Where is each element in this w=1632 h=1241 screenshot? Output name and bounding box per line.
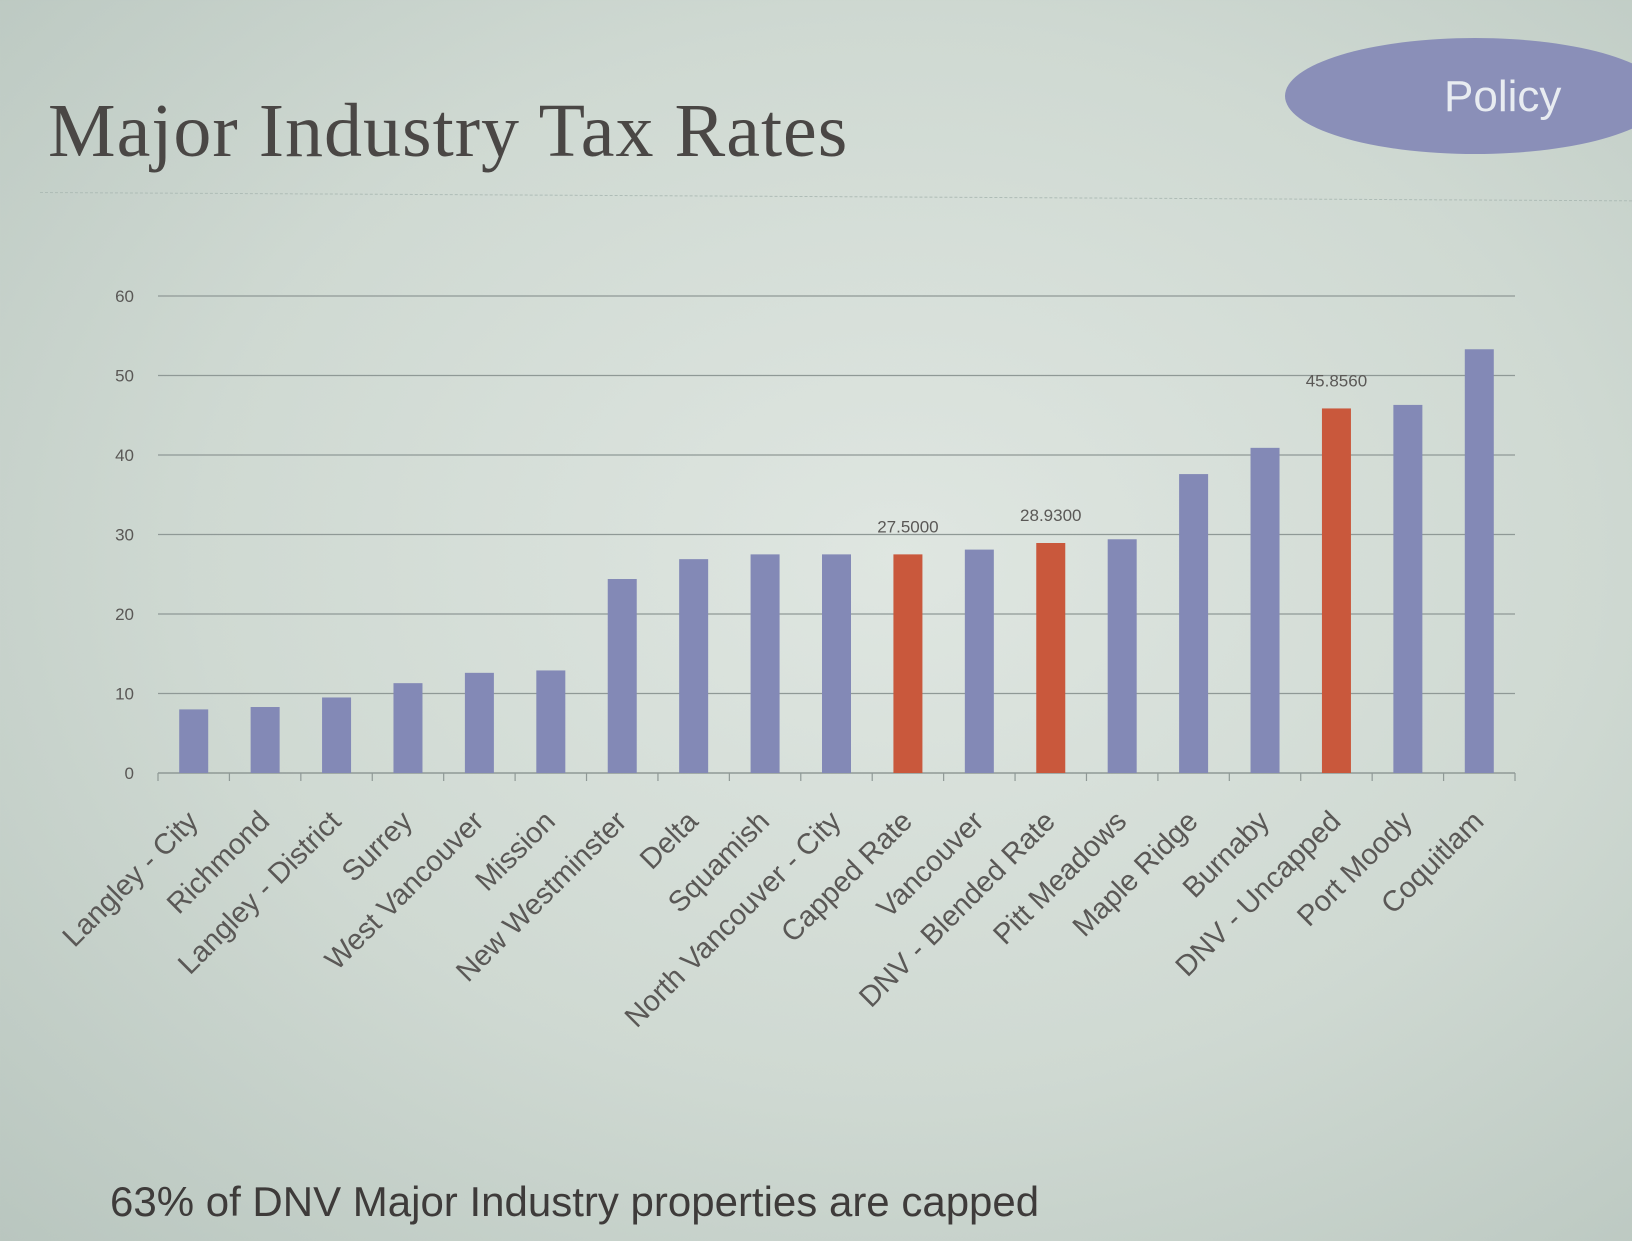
- y-tick-label: 30: [115, 526, 134, 545]
- data-labels: 27.5000 28.9300 45.8560: [877, 371, 1367, 536]
- policy-badge-label: Policy: [1444, 72, 1562, 121]
- data-label: 45.8560: [1306, 371, 1367, 390]
- y-tick-label: 40: [115, 446, 134, 465]
- bar-pitt-meadows: [1107, 539, 1137, 773]
- bar-richmond: [250, 707, 280, 773]
- bar-north-vancouver-city: [822, 554, 851, 773]
- bar-maple-ridge: [1179, 474, 1209, 773]
- bar-langley-district: [322, 697, 352, 773]
- policy-badge: [1285, 38, 1632, 154]
- y-tick-label: 60: [115, 287, 134, 306]
- y-tick-label: 10: [115, 685, 134, 704]
- bar-new-westminster: [607, 579, 637, 773]
- bar-coquitlam: [1464, 349, 1494, 773]
- bar-langley-city: [179, 709, 209, 773]
- bar-vancouver: [964, 549, 994, 773]
- y-tick-label: 50: [115, 367, 134, 386]
- bar-delta: [679, 559, 709, 773]
- bar-west-vancouver: [464, 672, 494, 773]
- bar-dnv-uncapped: [1321, 408, 1351, 773]
- y-tick-label: 0: [125, 764, 134, 783]
- bars: [179, 349, 1494, 773]
- bar-squamish: [750, 554, 780, 773]
- bar-mission: [536, 670, 566, 773]
- gridlines: [157, 295, 1516, 781]
- bar-port-moody: [1393, 404, 1423, 773]
- slide-caption: 63% of DNV Major Industry properties are…: [110, 1178, 1040, 1225]
- y-tick-label: 20: [115, 605, 134, 624]
- bar-surrey: [393, 683, 423, 773]
- bar-capped-rate: [893, 554, 923, 773]
- bar-burnaby: [1250, 447, 1280, 773]
- slide-title: Major Industry Tax Rates: [48, 89, 849, 173]
- data-label: 27.5000: [877, 517, 938, 536]
- tax-rate-bar-chart: 0 10 20 30 40 50 60 27.5000 28.9300 45.8560 Lang…: [57, 287, 1516, 1034]
- bar-dnv-blended-rate: [1036, 543, 1066, 773]
- y-axis-ticks: 0 10 20 30 40 50 60: [115, 287, 134, 783]
- data-label: 28.9300: [1020, 506, 1081, 525]
